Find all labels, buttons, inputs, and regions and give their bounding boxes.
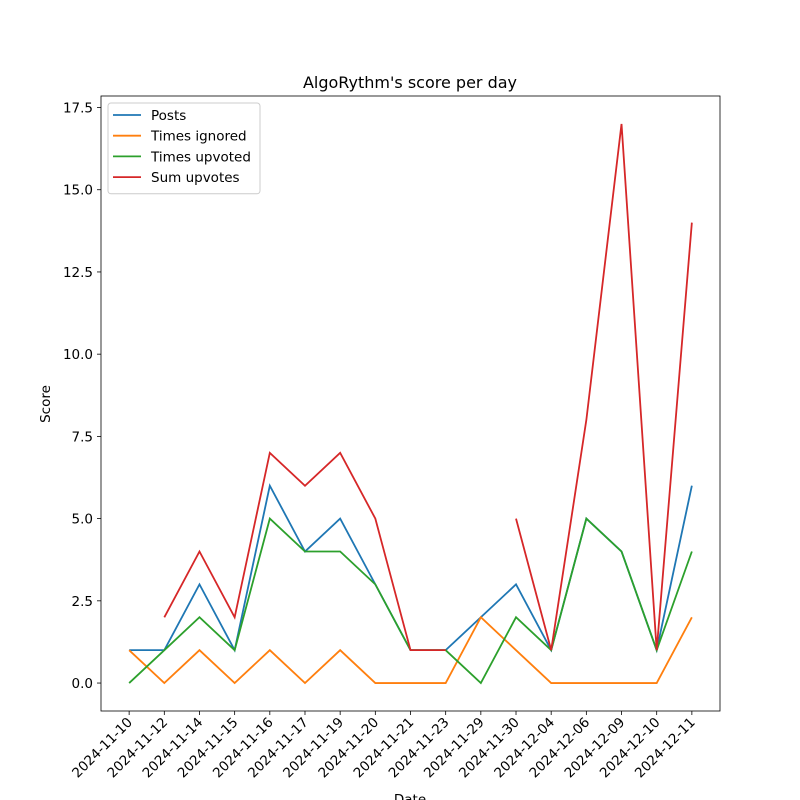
series-line — [163, 123, 693, 652]
y-tick-label: 12.5 — [63, 265, 93, 281]
y-tick-label: 15.0 — [63, 183, 93, 199]
y-axis-label: Score — [38, 385, 54, 423]
legend-label: Posts — [151, 108, 186, 124]
y-tick-label: 17.5 — [63, 101, 93, 117]
series-line — [128, 615, 693, 685]
plot-frame — [100, 95, 721, 712]
y-tick-label: 2.5 — [72, 594, 93, 610]
y-tick-label: 5.0 — [72, 512, 93, 528]
series-line — [128, 516, 693, 685]
y-tick-label: 0.0 — [72, 676, 93, 692]
legend-label: Sum upvotes — [151, 170, 240, 186]
series-line — [129, 483, 693, 654]
y-tick-label: 10.0 — [63, 347, 93, 363]
chart-title: AlgoRythm's score per day — [303, 73, 517, 92]
x-axis-label: Date — [394, 792, 426, 800]
y-tick-label: 7.5 — [72, 429, 93, 445]
legend-box — [107, 102, 261, 195]
legend-label: Times upvoted — [150, 149, 251, 165]
legend-label: Times ignored — [150, 129, 247, 145]
